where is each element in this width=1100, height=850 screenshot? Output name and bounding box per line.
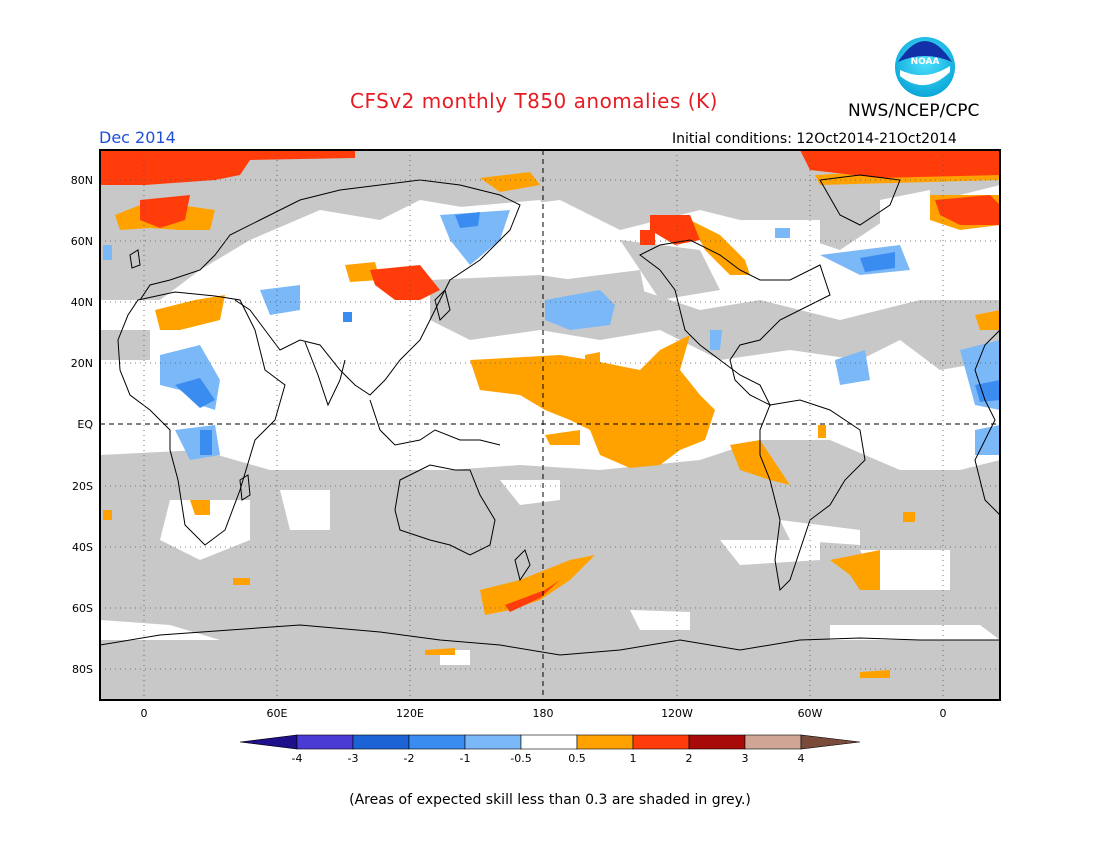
lat-label: EQ	[77, 418, 93, 431]
lon-labels: 0 60E 120E 180 120W 60W 0	[141, 707, 947, 720]
logo-text: NOAA	[911, 57, 940, 67]
lat-label: 80N	[71, 174, 93, 187]
uk-coastline	[129, 249, 141, 269]
northamerica-coastline	[639, 239, 831, 407]
lon-label: 60W	[798, 707, 823, 720]
colorbar: -4 -3 -2 -1 -0.5 0.5 1 2 3 4	[239, 734, 861, 765]
map-frame	[99, 149, 1001, 701]
agency-label: NWS/NCEP/CPC	[848, 101, 980, 121]
colorbar-swatch	[352, 734, 410, 750]
skill-caption: (Areas of expected skill less than 0.3 a…	[349, 792, 751, 808]
colorbar-arrow-left	[239, 734, 298, 750]
madagascar-coastline	[239, 474, 251, 501]
eurasia-coastline	[139, 179, 521, 396]
colorbar-label: 1	[630, 752, 637, 765]
colorbar-label: 2	[686, 752, 693, 765]
colorbar-label: -3	[348, 752, 359, 765]
lat-labels: 80N 60N 40N 20N EQ 20S 40S 60S 80S	[71, 174, 94, 676]
lat-label: 20S	[72, 480, 93, 493]
lat-label: 40S	[72, 541, 93, 554]
colorbar-label: -2	[404, 752, 415, 765]
lon-label: 120W	[661, 707, 693, 720]
japan-coastline	[434, 289, 451, 321]
greenland-coastline	[819, 174, 901, 226]
australia-coastline	[394, 464, 496, 556]
lon-label: 120E	[396, 707, 424, 720]
lat-label: 20N	[71, 357, 93, 370]
positive-anomalies	[103, 165, 1000, 678]
africa-coastline	[117, 291, 286, 546]
africa-edge-coastline	[974, 329, 1000, 516]
lat-label: 80S	[72, 663, 93, 676]
newzealand-coastline	[514, 549, 531, 582]
colorbar-label: 3	[742, 752, 749, 765]
lon-label: 0	[141, 707, 148, 720]
noaa-logo-icon: NOAA	[895, 37, 955, 97]
lon-label: 0	[940, 707, 947, 720]
colorbar-label: 4	[798, 752, 805, 765]
coastlines	[100, 174, 1000, 656]
colorbar-swatch	[408, 734, 466, 750]
antarctica-coastline	[100, 624, 1000, 656]
colorbar-swatch	[464, 734, 522, 750]
gridlines	[100, 150, 1000, 700]
strong-positive-anomalies	[100, 150, 1000, 612]
seasia-coastline	[369, 399, 501, 446]
colorbar-label: -1	[460, 752, 471, 765]
initial-conditions: Initial conditions: 12Oct2014-21Oct2014	[672, 131, 957, 147]
colorbar-swatch	[744, 734, 802, 750]
colorbar-swatch	[632, 734, 690, 750]
colorbar-swatch	[576, 734, 634, 750]
colorbar-swatch	[688, 734, 746, 750]
india-coastline	[304, 341, 346, 407]
colorbar-label: 0.5	[568, 752, 586, 765]
map-title: CFSv2 monthly T850 anomalies (K)	[350, 89, 718, 113]
colorbar-arrow-right	[800, 734, 861, 750]
colorbar-swatch	[296, 734, 354, 750]
lat-label: 60S	[72, 602, 93, 615]
near-normal-regions	[100, 190, 1000, 665]
lat-label: 60N	[71, 235, 93, 248]
colorbar-label: -0.5	[510, 752, 531, 765]
lon-label: 60E	[267, 707, 288, 720]
valid-month: Dec 2014	[99, 128, 176, 147]
southamerica-coastline	[759, 399, 866, 592]
reference-lines	[100, 150, 1000, 700]
lat-label: 40N	[71, 296, 93, 309]
colorbar-label: -4	[292, 752, 303, 765]
lon-label: 180	[533, 707, 554, 720]
strong-negative-anomalies	[175, 212, 1000, 455]
colorbar-swatch	[520, 734, 578, 750]
